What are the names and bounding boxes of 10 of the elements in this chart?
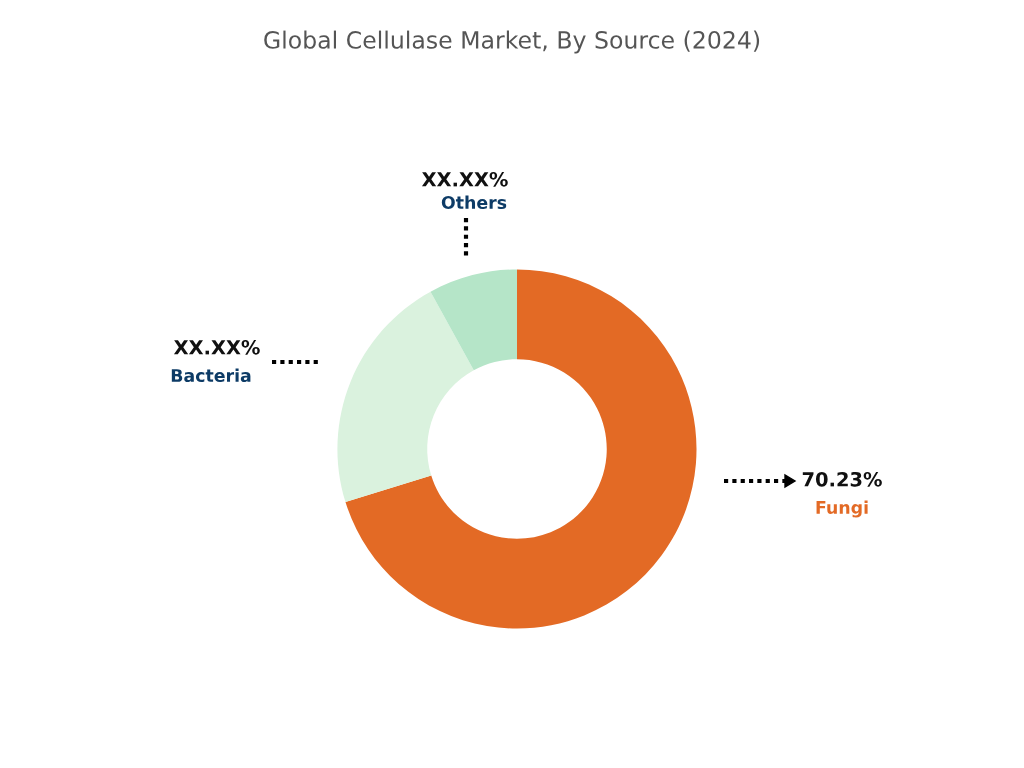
chart-title: Global Cellulase Market, By Source (2024) xyxy=(264,30,760,54)
slice-label: Others xyxy=(441,195,507,210)
donut-slice xyxy=(345,269,697,629)
donut-slice xyxy=(337,291,474,502)
data-label: 70.23% xyxy=(802,471,882,487)
donut-slice xyxy=(430,269,517,371)
data-label: XX.XX% xyxy=(421,171,508,187)
slice-label: Fungi xyxy=(816,500,868,518)
data-label: XX.XX% xyxy=(173,339,260,355)
slice-label: Bacteria xyxy=(171,368,251,383)
